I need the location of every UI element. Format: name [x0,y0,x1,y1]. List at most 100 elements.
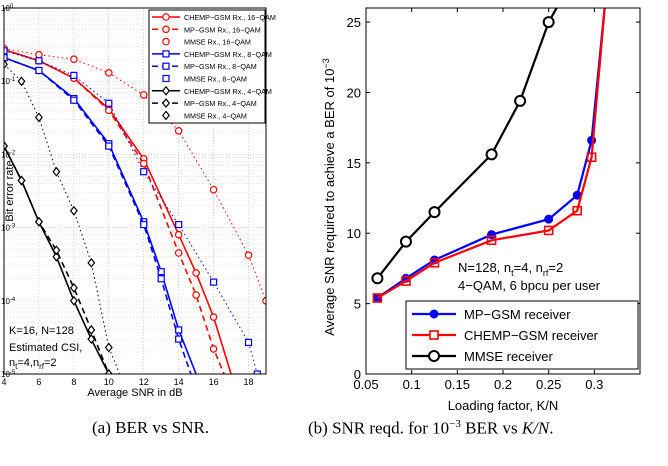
ber-x-tick-label: 10 [104,377,114,387]
snr-point-mmse-receiver [542,16,555,29]
ber-legend-label-chemp-gsm-rx-4-qam: CHEMP−GSM Rx., 4−QAM [184,87,272,96]
snr-point-chemp-gsm-receiver [543,225,554,236]
ber-point-mmse-rx-4-qam [52,166,61,177]
snr-point-chemp-gsm-receiver [429,257,440,268]
ber-point-mp-gsm-rx-4-qam [17,175,26,186]
snr-point-mp-gsm-receiver [487,230,497,240]
snr-x-tick-label: 0.1 [403,377,421,392]
ber-point-mmse-rx-16-qam [70,55,78,63]
ber-point-mp-gsm-rx-16-qam [105,106,113,115]
ber-x-tick-label: 16 [209,377,219,387]
ber-point-chemp-gsm-rx-16-qam [192,269,200,277]
caption-b-prefix: (b) SNR reqd. for [308,418,433,438]
ber-legend-marker-chemp-gsm-rx-8-qam [162,50,170,58]
snr-annotation: N=128, nt=4, nrf=2 4−QAM, 6 bpcu per use… [458,260,601,293]
snr-x-tick-label: 0.3 [585,377,603,392]
ber-point-mp-gsm-rx-16-qam [174,249,183,257]
ber-point-mp-gsm-rx-8-qam [157,275,165,283]
ber-x-axis-label: Average SNR in dB [87,387,182,399]
ber-legend-marker-mp-gsm-rx-16-qam [162,25,170,34]
ber-y-tick-label: 100 [1,4,14,13]
caption-b-suffix: BER vs [460,418,522,438]
ber-point-mmse-rx-8-qam [175,220,183,229]
snr-vs-loading-chart: 0.05 0.1 0.15 0.2 0.25 0.3 0 5 10 15 20 25 Loading … [321,7,641,413]
snr-point-mmse-receiver [485,148,498,161]
snr-point-mmse-receiver [399,235,412,248]
ber-point-mp-gsm-rx-16-qam [139,159,148,168]
snr-y-tick-label: 0 [354,367,361,382]
snr-x-axis-label: Loading factor, K/N [448,398,559,413]
ber-point-mmse-rx-4-qam [4,59,8,70]
ber-legend: CHEMP−GSM Rx., 16−QAM MP−GSM Rx., 16−QAM M… [148,9,276,124]
ber-point-chemp-gsm-rx-4-qam [87,334,96,345]
snr-point-chemp-gsm-receiver [586,152,597,163]
snr-point-chemp-gsm-receiver [401,276,411,286]
ber-point-mp-gsm-rx-4-qam [87,324,96,335]
snr-y-axis-label: Average SNR required to achieve a BER of… [321,58,337,335]
ber-point-chemp-gsm-rx-8-qam [157,268,165,276]
snr-y-tick-label: 20 [347,85,361,100]
snr-point-mmse-receiver [371,272,384,285]
snr-point-mmse-receiver [514,94,527,107]
snr-point-chemp-gsm-receiver [486,235,497,246]
ber-point-mp-gsm-rx-16-qam [192,291,200,299]
snr-annotation-line2: 4−QAM, 6 bpcu per user [458,278,601,293]
ber-legend-label-mmse-rx-4-qam: MMSE Rx., 4−QAM [184,111,247,120]
ber-line-mp-gsm-rx-8-qam [4,56,192,374]
ber-x-tick-label: 6 [36,377,41,387]
ber-point-mmse-rx-4-qam [69,205,78,216]
snr-x-tick-label: 0.15 [445,377,470,392]
ber-point-chemp-gsm-rx-16-qam [174,230,183,239]
ber-x-tick-label: 14 [174,377,184,387]
ber-annotation: K=16, N=128 Estimated CSI, nt=4,nrf=2 [9,325,82,371]
ber-point-mmse-rx-8-qam [70,71,78,80]
ber-point-mmse-rx-4-qam [34,112,43,123]
ber-point-mmse-rx-8-qam [4,47,8,55]
ber-point-mp-gsm-rx-8-qam [140,220,148,229]
ber-legend-label-chemp-gsm-rx-8-qam: CHEMP−GSM Rx., 8−QAM [184,50,272,59]
ber-point-mmse-rx-8-qam [210,278,218,286]
ber-legend-label-mp-gsm-rx-4-qam: MP−GSM Rx., 4−QAM [184,99,257,108]
ber-legend-marker-chemp-gsm-rx-16-qam [162,13,170,21]
snr-legend-marker-mmse-receiver [428,350,440,362]
ber-y-tick-label: 10-1 [1,77,16,86]
ber-y-tick-label: 10-5 [1,370,16,379]
ber-annotation-line1: K=16, N=128 [9,325,74,337]
ber-legend-marker-chemp-gsm-rx-4-qam [162,85,170,96]
ber-legend-label-mmse-rx-8-qam: MMSE Rx., 8−QAM [184,75,247,84]
snr-legend-marker-chemp-gsm-receiver [429,330,439,340]
ber-point-mp-gsm-rx-8-qam [35,66,43,75]
ber-point-mmse-rx-16-qam [244,251,253,259]
snr-y-tick-label: 25 [347,15,361,30]
ber-point-mmse-rx-8-qam [253,370,261,374]
ber-point-mmse-rx-8-qam [105,99,113,107]
ber-point-mp-gsm-rx-8-qam [175,335,183,343]
ber-point-mmse-rx-4-qam [17,76,26,87]
ber-point-mp-gsm-rx-4-qam [4,141,8,152]
ber-point-mp-gsm-rx-16-qam [209,345,218,353]
ber-y-tick-label: 10-2 [1,150,16,159]
ber-point-mmse-rx-4-qam [87,257,96,268]
ber-legend-label-mmse-rx-16-qam: MMSE Rx., 16−QAM [184,38,251,47]
caption-b-math: 10 [432,418,450,438]
snr-point-mp-gsm-receiver [544,214,554,224]
ber-annotation-line3: nt=4,nrf=2 [9,357,57,371]
ber-legend-marker-mmse-rx-4-qam [162,110,170,121]
ber-y-axis-label: Bit error rate [4,160,16,221]
caption-b-var: K/N [521,418,550,438]
ber-legend-marker-mmse-rx-16-qam [162,37,170,46]
ber-point-mmse-rx-8-qam [140,168,148,176]
snr-x-tick-label: 0.05 [353,377,378,392]
caption-a: (a) BER vs SNR. [92,418,210,437]
snr-legend-label-mp-gsm-receiver: MP−GSM receiver [464,307,571,322]
ber-point-mmse-rx-4-qam [132,399,138,407]
ber-point-mp-gsm-rx-8-qam [4,54,8,62]
ber-point-mmse-rx-8-qam [244,338,253,347]
snr-line-mp-gsm-receiver [376,8,606,299]
ber-point-mmse-rx-16-qam [35,50,43,59]
snr-y-tick-label: 10 [347,226,361,241]
ber-y-tick-label: 10-4 [1,297,16,306]
caption-b-exp: −3 [449,418,461,430]
ber-legend-marker-mp-gsm-rx-8-qam [162,62,170,70]
